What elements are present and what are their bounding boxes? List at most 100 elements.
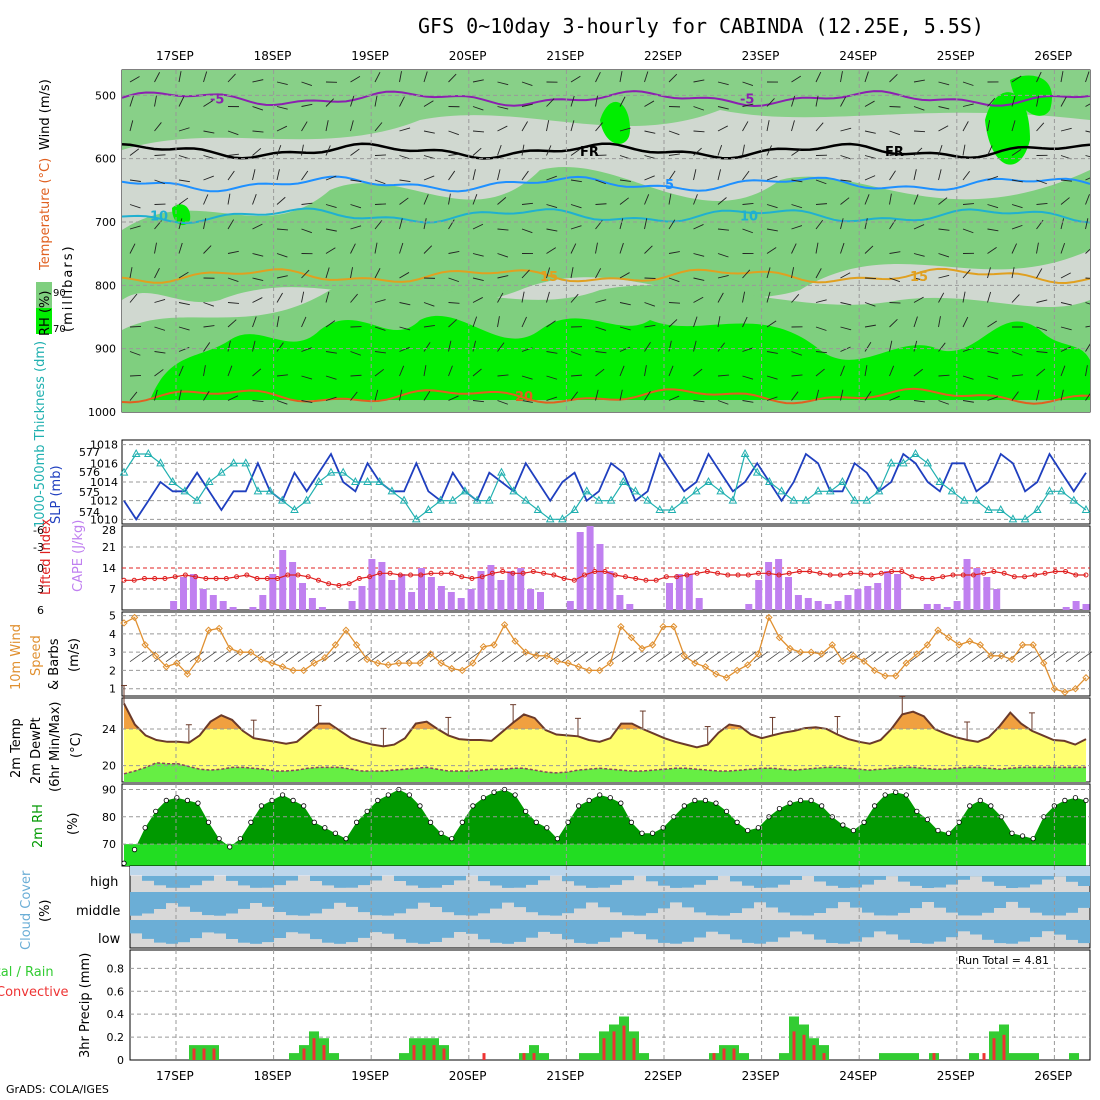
cape-bar <box>209 595 217 610</box>
precip-total-bar <box>969 1053 979 1060</box>
y-tick-label: 0.6 <box>107 985 125 998</box>
wind-barb <box>448 340 452 352</box>
rh2m-marker <box>660 825 666 831</box>
rh2m-marker <box>956 819 962 825</box>
wind10m-barb <box>657 651 673 662</box>
wind10m-marker <box>691 659 699 667</box>
rh2m-marker <box>977 797 983 804</box>
wind-barb <box>619 346 631 352</box>
wind-barb <box>962 291 966 303</box>
wind-barb <box>938 228 950 231</box>
li-marker <box>346 581 352 587</box>
cloud-bar <box>598 920 610 942</box>
li-marker <box>551 572 557 578</box>
rh2m-marker <box>131 846 138 853</box>
wind-barb <box>815 203 828 205</box>
wind-barb <box>448 153 460 156</box>
wind10m-marker <box>987 652 995 660</box>
wind-barb <box>276 253 288 258</box>
li-marker <box>796 569 802 574</box>
wind10m-barb <box>597 651 613 662</box>
rh2m-marker <box>734 819 740 825</box>
cloud-bar <box>766 920 778 942</box>
wind-barb <box>546 375 558 380</box>
rh2m-marker <box>523 808 529 814</box>
y-tick-label: 4 <box>109 628 116 641</box>
wind-barb <box>938 342 946 352</box>
cloud-bar <box>694 892 706 913</box>
wind-barb <box>913 400 925 403</box>
wind10m-barb <box>177 651 193 662</box>
thickness-marker <box>606 495 616 504</box>
precip-convective-bar <box>722 1048 726 1060</box>
thickness-marker <box>850 495 859 504</box>
rh2m-marker <box>184 797 191 804</box>
cloud-bar <box>670 920 682 944</box>
rh2m-marker <box>945 830 952 836</box>
wind-barb <box>497 125 508 132</box>
thickness-marker <box>996 504 1006 513</box>
rh2m-marker <box>470 803 476 809</box>
rh2m-marker <box>353 819 360 825</box>
thickness-marker <box>959 495 969 504</box>
wind-barb <box>987 120 991 132</box>
wind-barb <box>742 228 753 234</box>
wind-barb <box>1036 122 1045 132</box>
wind-barb <box>693 368 703 377</box>
wind10m-marker <box>564 659 572 667</box>
temperature-contour <box>122 207 1090 225</box>
wind-barb <box>1011 204 1023 209</box>
wind10m-marker <box>204 626 213 634</box>
wind-barb <box>693 79 705 83</box>
wind-barb <box>1085 177 1090 181</box>
wind-barb <box>129 374 142 377</box>
date-label-top: 23SEP <box>742 49 780 63</box>
wind-barb <box>1011 224 1023 230</box>
wind-barb <box>178 347 190 352</box>
precip-convective-bar <box>602 1038 606 1060</box>
wind10m-marker <box>278 663 287 671</box>
y-tick-label: 0 <box>37 562 44 575</box>
wind-barb <box>1036 179 1047 185</box>
li-marker <box>326 581 332 587</box>
wind-barb <box>521 375 533 380</box>
wind-barb <box>913 296 924 303</box>
li-marker <box>827 572 833 578</box>
rh2m-marker <box>237 836 243 842</box>
wind-barb <box>203 390 210 401</box>
wind-barb <box>938 169 942 181</box>
wind-barb <box>619 197 630 205</box>
wind-barb <box>668 73 678 83</box>
li-marker <box>704 569 710 574</box>
li-line <box>124 570 1086 587</box>
wind-barb <box>399 218 403 230</box>
wind-barb <box>1085 343 1090 352</box>
wind-barb <box>668 319 678 328</box>
rh2m-marker <box>988 803 994 809</box>
li-marker <box>541 570 547 576</box>
cloud-bar <box>622 892 634 916</box>
thickness-marker <box>387 486 397 495</box>
wind-barb <box>815 95 819 107</box>
cloud-bar <box>538 892 550 916</box>
rh2m-series <box>121 786 1089 866</box>
wind-barb <box>472 147 482 156</box>
cloud-bar <box>814 920 826 940</box>
wind-barb <box>570 120 575 132</box>
wind-barb <box>766 120 770 132</box>
wind10m-marker <box>955 641 963 649</box>
cloud-bar <box>250 892 262 903</box>
wind-barb <box>325 145 331 156</box>
thickness-marker <box>180 486 190 495</box>
cape-bar <box>765 562 773 610</box>
wind10m-marker <box>130 613 139 622</box>
wind-barb <box>178 271 189 279</box>
wind-barb <box>178 96 185 107</box>
wind-barb <box>742 103 754 107</box>
cape-bar <box>447 592 455 610</box>
bottom-date-axis: 17SEP 18SEP 19SEP 20SEP 21SEP 22SEP 23SEP 24SEP… <box>156 1069 1072 1083</box>
rh2m-marker <box>681 803 687 809</box>
precip-total-bar <box>899 1053 909 1060</box>
wind10m-barb <box>201 651 217 662</box>
wind10m-marker <box>268 659 276 667</box>
